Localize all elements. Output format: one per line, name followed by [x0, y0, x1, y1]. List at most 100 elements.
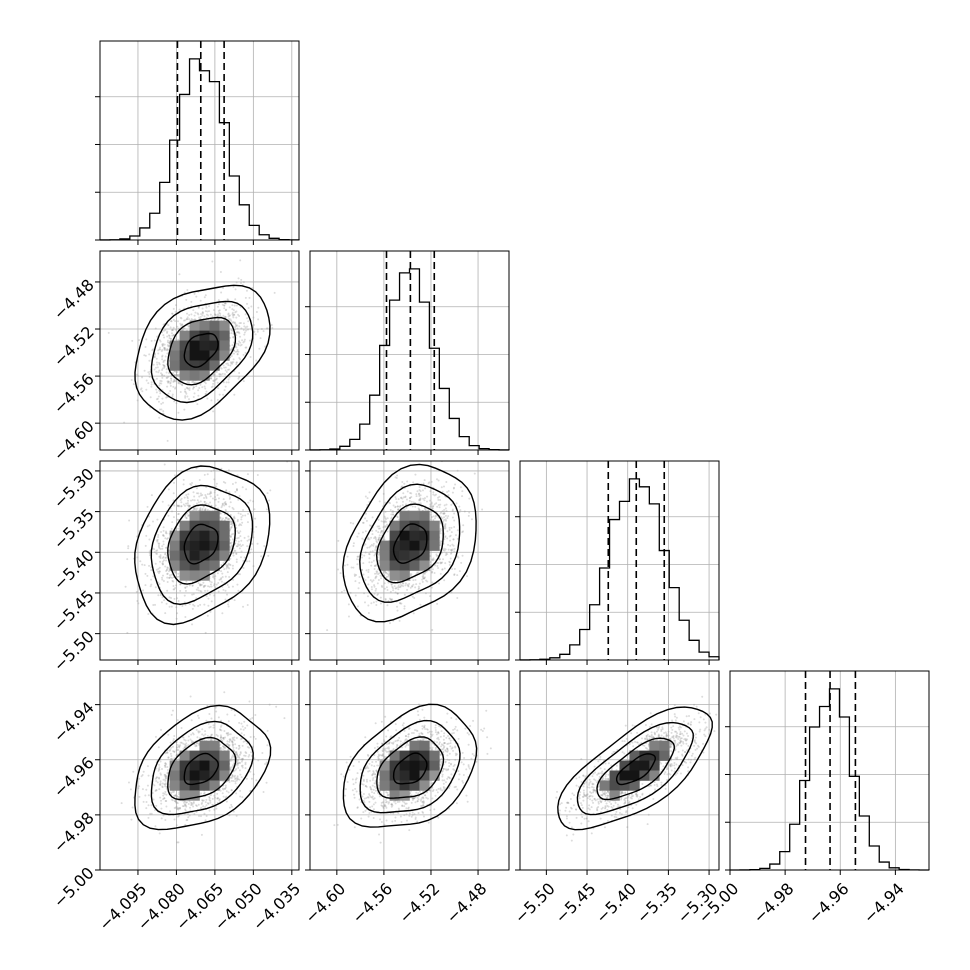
scatter-point: [239, 321, 242, 324]
scatter-point: [256, 330, 259, 333]
scatter-point: [375, 587, 378, 590]
scatter-point: [173, 334, 176, 337]
scatter-point: [407, 585, 410, 588]
scatter-point: [230, 776, 233, 779]
scatter-point: [159, 760, 162, 763]
scatter-point: [154, 327, 157, 330]
scatter-point: [411, 585, 414, 588]
scatter-point: [417, 713, 420, 716]
scatter-point: [200, 802, 203, 805]
scatter-point: [424, 507, 427, 510]
y-tick-label: −4.52: [50, 322, 98, 370]
scatter-point: [184, 395, 187, 398]
scatter-point: [378, 795, 381, 798]
scatter-point: [379, 758, 382, 761]
scatter-point: [130, 378, 133, 381]
scatter-point: [400, 584, 403, 587]
scatter-point: [371, 805, 374, 808]
scatter-point: [439, 532, 442, 535]
scatter-point: [205, 495, 208, 498]
scatter-point: [394, 816, 397, 819]
contour-line: [359, 483, 461, 603]
scatter-point: [408, 582, 411, 585]
scatter-point: [424, 592, 427, 595]
scatter-point: [148, 375, 151, 378]
scatter-point: [214, 504, 217, 507]
scatter-point: [273, 291, 276, 294]
scatter-point: [470, 518, 473, 521]
scatter-point: [186, 318, 189, 321]
scatter-point: [162, 410, 165, 413]
scatter-point: [378, 549, 381, 552]
scatter-point: [187, 803, 190, 806]
scatter-point: [446, 517, 449, 520]
scatter-point: [389, 590, 392, 593]
scatter-point: [196, 499, 199, 502]
scatter-point: [373, 746, 376, 749]
scatter-point: [466, 575, 469, 578]
scatter-point: [222, 737, 225, 740]
scatter-point: [370, 564, 373, 567]
scatter-point: [150, 383, 153, 386]
scatter-point: [402, 492, 405, 495]
scatter-point: [177, 572, 180, 575]
scatter-point: [224, 517, 227, 520]
scatter-point: [177, 519, 180, 522]
scatter-point: [218, 311, 221, 314]
scatter-point: [392, 748, 395, 751]
scatter-point: [412, 732, 415, 735]
scatter-point: [204, 819, 207, 822]
scatter-point: [159, 782, 162, 785]
scatter-point: [432, 788, 435, 791]
scatter-point: [237, 344, 240, 347]
scatter-point: [224, 786, 227, 789]
scatter-point: [188, 603, 191, 606]
scatter-point: [158, 416, 161, 419]
scatter-point: [227, 518, 230, 521]
scatter-point: [447, 494, 450, 497]
scatter-point: [352, 545, 355, 548]
scatter-point: [347, 615, 350, 618]
scatter-point: [397, 508, 400, 511]
scatter-point: [204, 393, 207, 396]
scatter-point: [212, 410, 215, 413]
scatter-point: [203, 812, 206, 815]
scatter-point: [243, 340, 246, 343]
scatter-point: [124, 585, 127, 588]
scatter-point: [432, 491, 435, 494]
scatter-point: [376, 594, 379, 597]
scatter-point: [364, 784, 367, 787]
scatter-point: [145, 788, 148, 791]
density-cell: [429, 530, 440, 541]
scatter-point: [230, 766, 233, 769]
density-cell: [209, 520, 220, 531]
scatter-point: [416, 571, 419, 574]
scatter-point: [154, 789, 157, 792]
scatter-point: [231, 308, 234, 311]
contour-line: [167, 316, 237, 386]
scatter-point: [397, 586, 400, 589]
scatter-point: [213, 582, 216, 585]
scatter-point: [173, 379, 176, 382]
scatter-point: [346, 563, 349, 566]
scatter-point: [245, 488, 248, 491]
scatter-point: [166, 572, 169, 575]
scatter-point: [176, 370, 179, 373]
scatter-point: [187, 816, 190, 819]
scatter-point: [164, 775, 167, 778]
density-cell: [199, 340, 210, 351]
scatter-point: [208, 493, 211, 496]
scatter-point: [447, 735, 450, 738]
scatter-point: [368, 557, 371, 560]
scatter-point: [162, 540, 165, 543]
scatter-point: [236, 350, 239, 353]
scatter-point: [155, 767, 158, 770]
scatter-point: [237, 342, 240, 345]
contour-line: [342, 463, 477, 623]
scatter-point: [399, 586, 402, 589]
scatter-point: [162, 778, 165, 781]
scatter-point: [170, 527, 173, 530]
scatter-point: [138, 795, 141, 798]
scatter-point: [165, 376, 168, 379]
scatter-point: [176, 504, 179, 507]
